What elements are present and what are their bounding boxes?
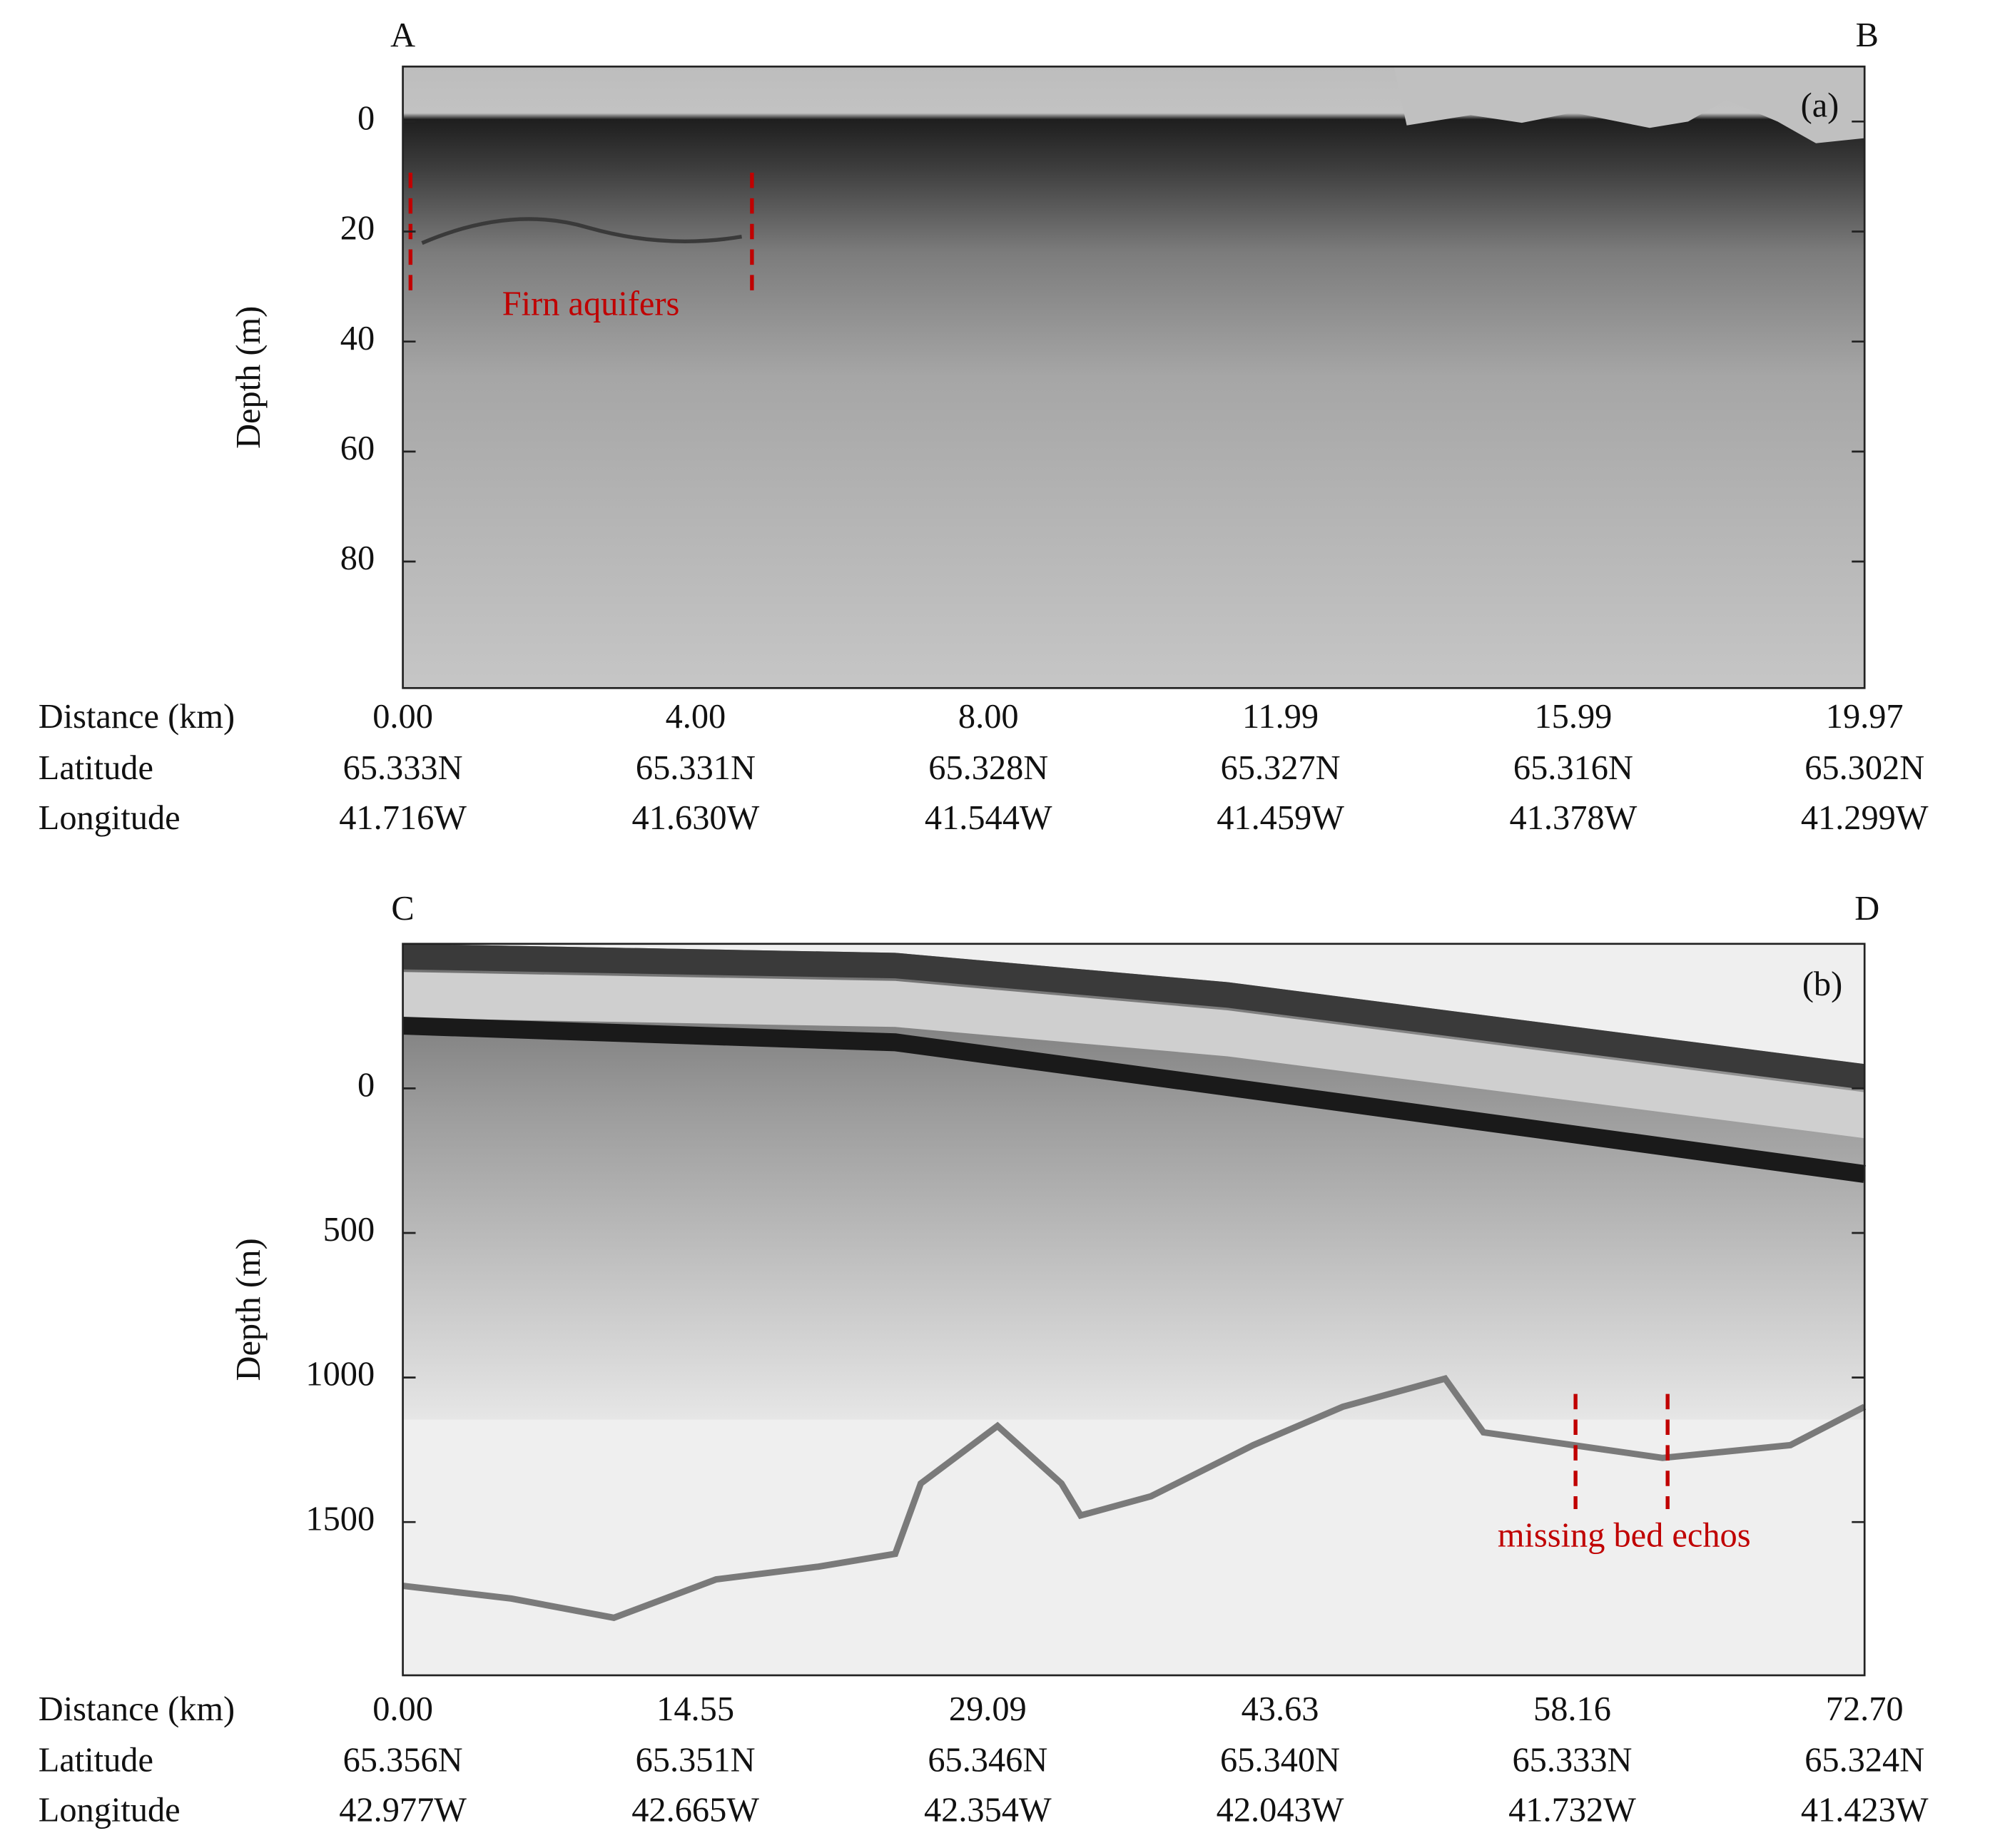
x-tick-label: 4.00 (666, 698, 726, 736)
longitude-label: 41.378W (1510, 799, 1638, 837)
latitude-label: 65.346N (928, 1742, 1047, 1780)
latitude-label: 65.324N (1804, 1742, 1924, 1780)
plot-frame (402, 943, 1866, 1677)
longitude-label: 41.716W (339, 799, 467, 837)
latitude-label: 65.302N (1804, 749, 1924, 787)
y-tick-label: 1500 (305, 1500, 375, 1538)
latitude-label: 65.316N (1513, 749, 1633, 787)
y-tick-label: 1000 (305, 1356, 375, 1393)
latitude-label: 65.333N (1512, 1742, 1632, 1780)
annotation: missing bed echos (1498, 1516, 1751, 1554)
x-tick-label: 72.70 (1826, 1690, 1904, 1728)
y-tick-label: 0 (357, 1066, 375, 1104)
longitude-label: 42.665W (631, 1792, 759, 1829)
longitude-label: 41.299W (1801, 799, 1929, 837)
x-tick-label: 0.00 (372, 698, 433, 736)
panel-label: (b) (1802, 965, 1842, 1003)
longitude-label: 41.459W (1217, 799, 1344, 837)
plot-frame (402, 65, 1866, 689)
x-tick-label: 14.55 (656, 1690, 734, 1728)
end-label: D (1854, 890, 1879, 928)
latitude-label: 65.328N (928, 749, 1048, 787)
latitude-label: 65.340N (1220, 1742, 1340, 1780)
longitude-label: 41.423W (1801, 1792, 1929, 1829)
x-tick-label: 15.99 (1534, 698, 1612, 736)
bed-echo (402, 1375, 1867, 1621)
x-tick-label: 19.97 (1826, 698, 1904, 736)
radar-image-a (402, 66, 1865, 689)
row-header: Distance (km) (39, 698, 235, 736)
y-tick-label: 20 (340, 210, 375, 248)
y-tick-label: 500 (323, 1211, 375, 1249)
x-tick-label: 29.09 (949, 1690, 1027, 1728)
light-band (402, 972, 1865, 1139)
latitude-label: 65.351N (636, 1742, 756, 1780)
latitude-label: 65.333N (343, 749, 463, 787)
radar-image-b (402, 943, 1867, 1675)
row-header: Longitude (39, 1792, 181, 1829)
dark-reflector (402, 1016, 1866, 1183)
x-tick-label: 8.00 (958, 698, 1019, 736)
start-label: C (391, 890, 414, 928)
row-header: Distance (km) (39, 1690, 235, 1728)
y-tick-label: 40 (340, 320, 375, 357)
longitude-label: 42.043W (1217, 1792, 1344, 1829)
x-tick-label: 58.16 (1533, 1690, 1611, 1728)
aquifer-reflector (421, 217, 742, 245)
surface-band (402, 943, 1865, 1090)
panel-label: (a) (1801, 87, 1839, 125)
surface-relief (1394, 66, 1865, 143)
y-tick-label: 0 (357, 99, 375, 137)
row-header: Latitude (39, 1742, 153, 1780)
longitude-label: 41.630W (632, 799, 760, 837)
y-tick-label: 80 (340, 539, 375, 577)
radar-background (402, 66, 1865, 689)
annotation: Firn aquifers (502, 285, 680, 323)
y-axis-label: Depth (m) (230, 306, 268, 449)
end-label: B (1856, 16, 1879, 54)
x-tick-label: 43.63 (1242, 1690, 1319, 1728)
start-label: A (390, 16, 415, 54)
x-tick-label: 11.99 (1242, 698, 1319, 736)
latitude-label: 65.356N (343, 1742, 463, 1780)
y-tick-label: 60 (340, 430, 375, 467)
y-axis-label: Depth (m) (230, 1238, 268, 1381)
longitude-label: 42.977W (339, 1792, 467, 1829)
row-header: Latitude (39, 749, 153, 787)
x-tick-label: 0.00 (372, 1690, 433, 1728)
latitude-label: 65.327N (1221, 749, 1341, 787)
longitude-label: 41.732W (1508, 1792, 1636, 1829)
latitude-label: 65.331N (636, 749, 756, 787)
longitude-label: 41.544W (925, 799, 1052, 837)
row-header: Longitude (39, 799, 181, 837)
longitude-label: 42.354W (924, 1792, 1052, 1829)
